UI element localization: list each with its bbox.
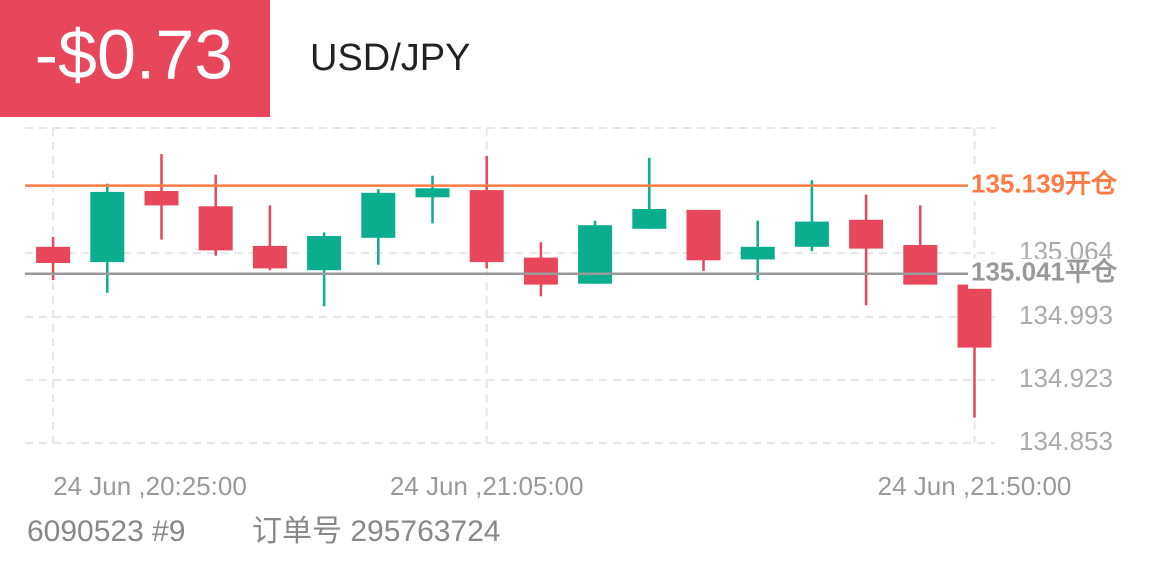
candle-body bbox=[957, 284, 992, 348]
symbol: USD/JPY bbox=[310, 37, 470, 79]
pnl: -$0.73 bbox=[35, 15, 233, 93]
candle-body bbox=[469, 190, 504, 263]
candle-body bbox=[415, 188, 450, 198]
x-tick-label: 24 Jun ,21:50:00 bbox=[878, 471, 1072, 501]
pnl-badge bbox=[0, 0, 270, 117]
candle-body bbox=[740, 246, 775, 260]
candle-body bbox=[523, 257, 558, 285]
close-price-line-label-bg bbox=[968, 258, 1128, 289]
order-number: 订单号 295763724 bbox=[252, 515, 501, 548]
candle-body bbox=[252, 245, 287, 269]
candle-body bbox=[361, 192, 396, 238]
account: 6090523 #9 bbox=[27, 515, 186, 548]
y-tick-label: 134.923 bbox=[1019, 363, 1113, 393]
candle-body bbox=[903, 245, 938, 285]
candle-body bbox=[849, 219, 884, 249]
open-price-line-label: 135.139开仓 bbox=[971, 168, 1118, 198]
candle-body bbox=[686, 209, 721, 261]
candle-body bbox=[198, 206, 233, 251]
candle-body bbox=[632, 209, 667, 229]
x-tick-label: 24 Jun ,20:25:00 bbox=[53, 471, 247, 501]
candle-body bbox=[307, 236, 342, 271]
open-price-line-label-bg bbox=[968, 170, 1128, 201]
y-tick-label: 134.853 bbox=[1019, 426, 1113, 456]
x-tick-label: 24 Jun ,21:05:00 bbox=[390, 471, 584, 501]
candle-body bbox=[794, 221, 829, 247]
y-tick-label: 134.993 bbox=[1019, 300, 1113, 330]
candle-body bbox=[144, 191, 179, 206]
close-price-line-label: 135.041平仓 bbox=[971, 257, 1118, 287]
candle-body bbox=[36, 246, 71, 263]
candle-body bbox=[90, 191, 125, 263]
